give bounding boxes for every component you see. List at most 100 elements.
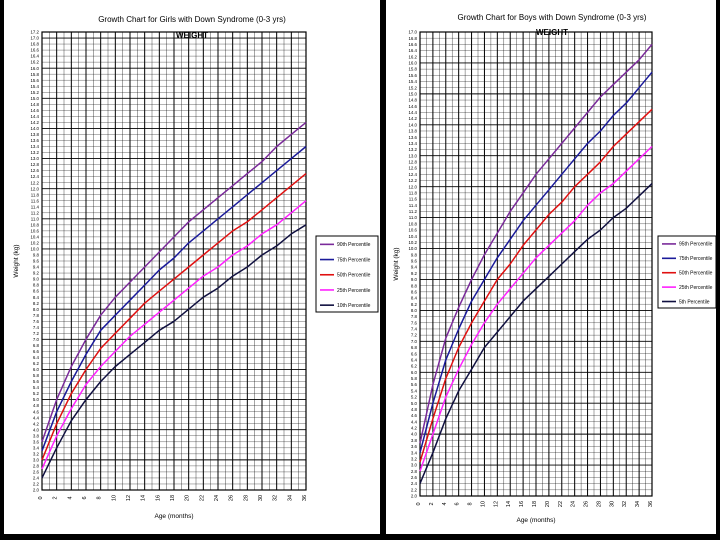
x-tick-label: 34 — [287, 495, 293, 501]
y-tick-label: 10.6 — [408, 228, 417, 233]
y-tick-label: 2.2 — [411, 487, 418, 492]
y-tick-label: 6.8 — [411, 345, 418, 350]
legend-label: 95th Percentile — [679, 242, 713, 248]
y-tick-label: 9.2 — [411, 271, 418, 276]
y-tick-label: 7.0 — [33, 337, 40, 342]
y-tick-label: 4.2 — [411, 426, 418, 431]
y-tick-label: 5.4 — [33, 385, 40, 390]
y-tick-label: 13.4 — [408, 141, 417, 146]
legend-label: 75th Percentile — [679, 256, 713, 262]
y-axis-label: Weight (kg) — [393, 247, 400, 280]
legend-label: 5th Percentile — [679, 299, 710, 305]
y-tick-label: 5.6 — [33, 379, 40, 384]
y-tick-label: 8.4 — [33, 295, 40, 300]
y-tick-label: 11.2 — [409, 209, 418, 214]
y-tick-label: 6.8 — [33, 343, 40, 348]
y-tick-label: 9.0 — [33, 277, 40, 282]
series-line-5th-percentile — [419, 183, 653, 484]
y-tick-label: 2.0 — [33, 488, 40, 493]
y-tick-label: 2.6 — [33, 470, 40, 475]
y-tick-label: 13.8 — [30, 132, 39, 137]
x-tick-label: 36 — [648, 501, 654, 507]
y-tick-label: 6.6 — [33, 349, 40, 354]
y-tick-label: 7.6 — [411, 320, 418, 325]
y-tick-label: 9.4 — [33, 265, 40, 270]
y-tick-label: 8.4 — [411, 296, 418, 301]
series-line-95th-percentile — [419, 43, 653, 444]
y-tick-label: 10.8 — [30, 222, 39, 227]
y-tick-label: 13.6 — [408, 135, 417, 140]
y-tick-label: 8.2 — [411, 302, 418, 307]
x-axis-label: Age (months) — [154, 513, 193, 520]
x-tick-label: 32 — [273, 495, 279, 501]
y-tick-label: 2.8 — [411, 469, 418, 474]
y-tick-label: 10.8 — [408, 221, 417, 226]
x-tick-label: 20 — [185, 495, 191, 501]
y-tick-label: 7.8 — [33, 313, 40, 318]
y-tick-label: 3.0 — [33, 457, 40, 462]
y-tick-label: 9.4 — [411, 265, 418, 270]
y-tick-label: 10.0 — [30, 247, 39, 252]
y-tick-label: 16.6 — [408, 42, 417, 47]
y-tick-label: 15.4 — [30, 84, 39, 89]
y-tick-label: 7.4 — [33, 325, 40, 330]
x-tick-label: 30 — [609, 501, 615, 507]
y-tick-label: 6.4 — [33, 355, 40, 360]
y-tick-label: 2.8 — [33, 463, 40, 468]
y-tick-label: 7.6 — [33, 319, 40, 324]
y-tick-label: 13.8 — [408, 129, 417, 134]
y-tick-label: 10.2 — [408, 240, 417, 245]
y-tick-label: 15.2 — [408, 85, 417, 90]
y-tick-label: 8.0 — [33, 307, 40, 312]
y-tick-label: 16.8 — [408, 36, 417, 41]
x-tick-label: 24 — [214, 495, 220, 501]
y-tick-label: 3.8 — [33, 433, 40, 438]
y-tick-label: 10.2 — [30, 241, 39, 246]
y-tick-label: 6.0 — [411, 370, 418, 375]
y-tick-label: 15.8 — [30, 72, 39, 77]
y-tick-label: 9.0 — [411, 277, 418, 282]
x-tick-label: 4 — [442, 502, 448, 505]
x-tick-label: 6 — [82, 496, 88, 499]
y-tick-label: 14.2 — [408, 116, 417, 121]
y-tick-label: 4.8 — [33, 403, 40, 408]
y-tick-label: 3.6 — [33, 439, 40, 444]
boys-weight-chart: Growth Chart for Boys with Down Syndrome… — [386, 0, 716, 534]
y-tick-label: 16.0 — [30, 66, 39, 71]
y-tick-label: 9.6 — [33, 259, 40, 264]
x-tick-label: 6 — [455, 502, 461, 505]
y-tick-label: 4.6 — [33, 409, 40, 414]
x-tick-label: 0 — [38, 496, 44, 499]
y-tick-label: 6.2 — [33, 361, 40, 366]
x-tick-label: 0 — [416, 502, 422, 505]
y-tick-label: 4.0 — [33, 427, 40, 432]
y-tick-label: 8.8 — [33, 283, 40, 288]
x-tick-label: 10 — [111, 495, 117, 501]
series-line-50th-percentile — [419, 108, 653, 463]
series-line-25th-percentile — [41, 200, 307, 470]
y-tick-label: 8.0 — [411, 308, 418, 313]
x-tick-label: 16 — [519, 501, 525, 507]
series-line-10th-percentile — [41, 224, 307, 479]
y-tick-label: 4.4 — [411, 419, 418, 424]
x-tick-label: 4 — [67, 496, 73, 499]
x-tick-label: 8 — [468, 502, 474, 505]
y-tick-label: 12.8 — [408, 160, 417, 165]
y-tick-label: 5.2 — [33, 391, 40, 396]
x-tick-label: 10 — [480, 501, 486, 507]
series-line-90th-percentile — [41, 121, 307, 443]
y-tick-label: 2.4 — [411, 481, 418, 486]
x-tick-label: 22 — [199, 495, 205, 501]
legend-label: 75th Percentile — [337, 257, 371, 263]
y-tick-label: 5.8 — [411, 376, 418, 381]
y-tick-label: 4.4 — [33, 415, 40, 420]
x-tick-label: 12 — [126, 495, 132, 501]
y-tick-label: 7.4 — [411, 327, 418, 332]
y-tick-label: 12.4 — [30, 174, 39, 179]
y-tick-label: 13.4 — [30, 144, 39, 149]
y-tick-label: 3.4 — [411, 450, 418, 455]
legend-label: 25th Percentile — [679, 285, 713, 291]
series-line-50th-percentile — [41, 173, 307, 461]
y-tick-label: 8.8 — [411, 283, 418, 288]
y-tick-label: 13.0 — [30, 156, 39, 161]
